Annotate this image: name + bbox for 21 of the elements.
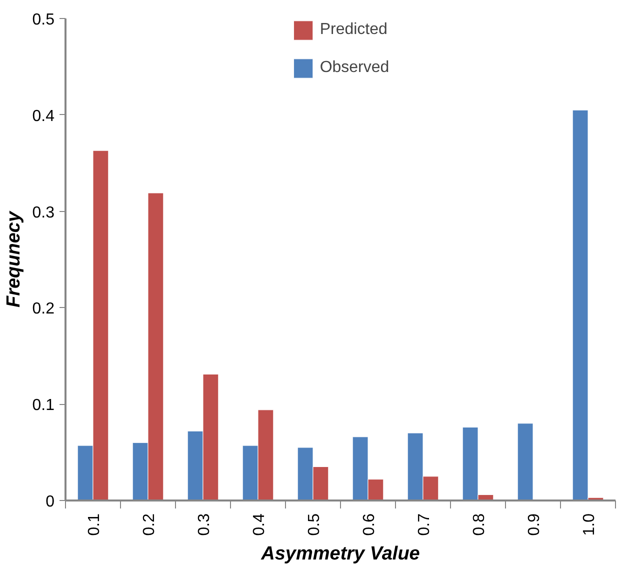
y-tick-label: 0.4 bbox=[32, 108, 55, 125]
y-axis-title: Frequnecy bbox=[3, 210, 24, 308]
x-tick-label: 0.9 bbox=[526, 513, 543, 536]
bar bbox=[517, 423, 534, 500]
y-tick-label: 0 bbox=[46, 494, 55, 510]
x-tick-label: 0.4 bbox=[251, 513, 268, 536]
x-tick-label: 0.6 bbox=[361, 513, 378, 536]
x-tick-label: 0.3 bbox=[196, 513, 213, 536]
x-tick-label: 0.1 bbox=[86, 513, 103, 536]
x-axis-title: Asymmetry Value bbox=[260, 544, 420, 565]
y-tick-label: 0.1 bbox=[32, 397, 55, 414]
x-tick-label: 0.2 bbox=[141, 513, 158, 536]
legend-label: Observed bbox=[320, 59, 390, 77]
y-tick-label: 0.5 bbox=[32, 12, 55, 28]
x-tick-label: 0.8 bbox=[471, 513, 488, 536]
y-tick-label: 0.3 bbox=[32, 204, 55, 222]
x-tick-label: 0.5 bbox=[306, 513, 323, 536]
x-tick-label: 0.7 bbox=[416, 513, 433, 536]
x-tick-label: 1.0 bbox=[581, 513, 598, 536]
legend-label: Predicted bbox=[320, 21, 388, 39]
y-tick-label: 0.2 bbox=[32, 300, 55, 318]
